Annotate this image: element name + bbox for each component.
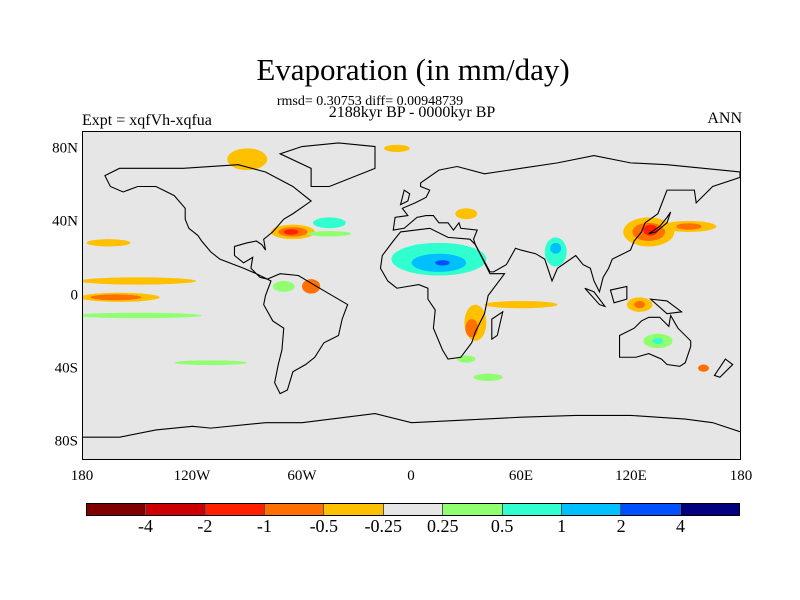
plot-title: Evaporation (in mm/day) xyxy=(256,52,570,87)
colorbar-label: -0.5 xyxy=(309,516,339,536)
colorbar-swatch xyxy=(502,504,562,515)
colorbar-swatch xyxy=(680,504,739,515)
colorbar-label: -4 xyxy=(137,516,153,536)
colorbar-label: -1 xyxy=(256,516,272,536)
field-sind-green xyxy=(473,373,503,381)
south-america xyxy=(263,273,349,395)
eurasia xyxy=(392,155,741,294)
colorbar-label: -0.25 xyxy=(364,516,403,536)
field-europe xyxy=(455,208,478,220)
colorbar-label: 1 xyxy=(557,516,567,536)
australia xyxy=(619,313,692,367)
field-india-core xyxy=(550,242,562,254)
colorbar xyxy=(86,503,740,516)
lat-tick-label: 40N xyxy=(52,213,78,230)
field-eqpac-core xyxy=(90,294,142,301)
lat-tick-label: 0 xyxy=(70,287,79,304)
field-japan-max xyxy=(643,224,658,236)
lon-tick-label: 60E xyxy=(508,468,534,484)
field-indian xyxy=(484,300,558,309)
field-amazon-green xyxy=(272,280,295,292)
experiment-label: Expt = xqfVh-xqfua xyxy=(82,112,212,129)
field-tasman xyxy=(698,364,709,372)
field-spac-green xyxy=(73,312,202,319)
colorbar-swatch xyxy=(383,504,444,515)
madagascar xyxy=(491,310,504,341)
greenland xyxy=(278,142,376,188)
colorbar-swatch xyxy=(324,504,384,515)
field-satl-green xyxy=(457,355,476,363)
lon-tick-label: 120W xyxy=(173,468,211,484)
period-subtitle: 2188kyr BP - 0000kyr BP xyxy=(328,104,496,121)
colorbar-label: -2 xyxy=(197,516,213,536)
field-npac-yellow xyxy=(86,239,131,247)
map-panel xyxy=(73,131,741,460)
new-zealand xyxy=(713,358,734,378)
colorbar-swatch xyxy=(265,504,325,515)
field-safrica-core xyxy=(465,319,479,338)
lon-tick-label: 180 xyxy=(70,468,94,484)
field-npac-core xyxy=(676,223,702,230)
field-natl-green xyxy=(307,231,352,237)
lat-tick-label: 80S xyxy=(54,433,78,450)
field-greenland-sea xyxy=(384,144,410,152)
field-sahara-max xyxy=(435,260,450,266)
colorbar-swatch xyxy=(146,504,206,515)
antarctica xyxy=(83,413,741,438)
japan xyxy=(648,211,672,235)
colorbar-label: 0.25 xyxy=(426,516,459,536)
stats-subtitle: rmsd= 0.30753 diff= 0.00948739 xyxy=(276,94,464,109)
season-label: ANN xyxy=(707,110,742,127)
north-america xyxy=(104,164,313,280)
colorbar-swatch xyxy=(205,504,266,515)
colorbar-swatch xyxy=(87,504,147,515)
africa xyxy=(379,227,506,360)
colorbar-swatch xyxy=(561,504,622,515)
coastlines xyxy=(83,142,741,438)
colorbar-label: 2 xyxy=(616,516,626,536)
lon-tick-label: 120E xyxy=(615,468,647,484)
colorbar-label: 0.5 xyxy=(490,516,514,536)
lon-tick-label: 0 xyxy=(407,468,415,484)
field-indonesia-core xyxy=(634,300,646,309)
lon-tick-label: 60W xyxy=(287,468,317,484)
lat-tick-label: 80N xyxy=(52,140,78,157)
field-australia-cyan xyxy=(652,338,664,344)
field-amazon xyxy=(302,279,321,294)
new-guinea xyxy=(648,298,684,315)
field-natl-max xyxy=(283,229,299,235)
colorbar-swatch xyxy=(443,504,503,515)
map-svg xyxy=(73,142,741,438)
field-eqpac-yellow xyxy=(79,277,197,285)
lon-tick-label: 180 xyxy=(729,468,753,484)
field-spac-green2 xyxy=(174,360,248,366)
borneo-sumatra xyxy=(584,285,628,308)
lat-tick-label: 40S xyxy=(54,360,78,377)
anomaly-fields xyxy=(73,144,717,381)
field-natl-cyan xyxy=(312,217,346,229)
uk xyxy=(399,189,411,206)
colorbar-label: 4 xyxy=(676,516,686,536)
colorbar-swatch xyxy=(621,504,681,515)
